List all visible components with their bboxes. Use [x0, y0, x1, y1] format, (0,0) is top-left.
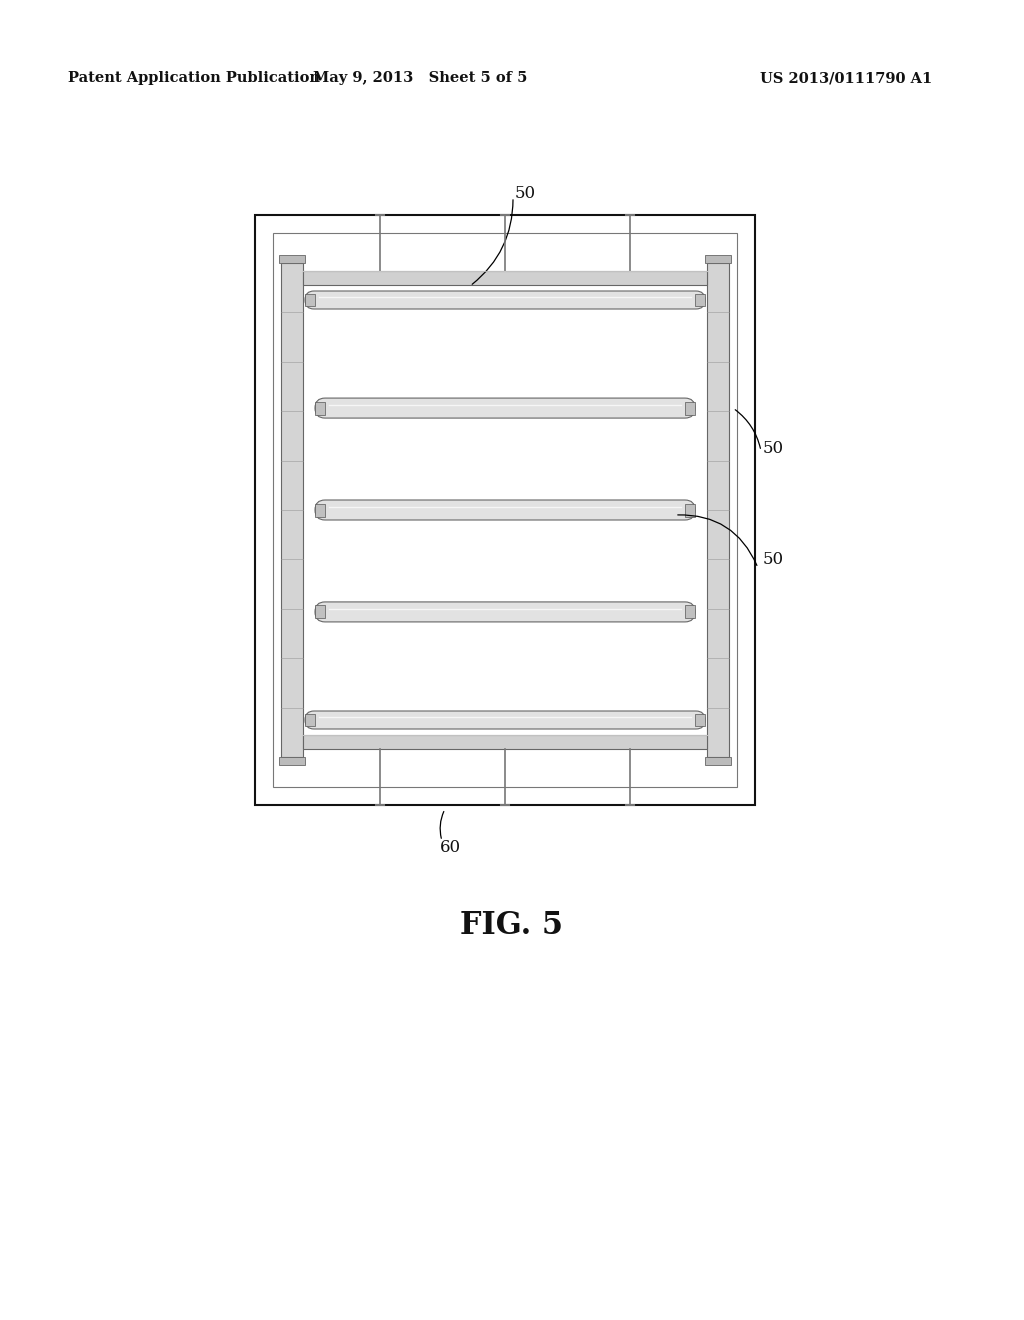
Bar — [315, 606, 325, 618]
Text: 60: 60 — [440, 838, 461, 855]
Text: 50: 50 — [763, 552, 784, 569]
Bar — [695, 294, 705, 306]
FancyBboxPatch shape — [315, 500, 695, 520]
Bar — [685, 503, 695, 516]
Bar — [305, 714, 315, 726]
Bar — [279, 255, 305, 263]
Bar — [315, 401, 325, 414]
Text: FIG. 5: FIG. 5 — [461, 909, 563, 940]
Bar — [685, 401, 695, 414]
Bar — [303, 735, 707, 748]
FancyBboxPatch shape — [315, 602, 695, 622]
Bar — [281, 263, 303, 756]
Bar — [707, 263, 729, 756]
FancyArrowPatch shape — [678, 515, 757, 565]
Text: 50: 50 — [763, 440, 784, 457]
FancyBboxPatch shape — [305, 290, 705, 309]
Text: 50: 50 — [515, 185, 537, 202]
Bar — [273, 234, 737, 787]
FancyArrowPatch shape — [440, 812, 443, 838]
FancyBboxPatch shape — [305, 711, 705, 729]
FancyArrowPatch shape — [735, 409, 761, 449]
Bar — [315, 503, 325, 516]
Bar — [303, 271, 707, 285]
Bar — [255, 215, 755, 805]
Bar — [279, 756, 305, 766]
Text: Patent Application Publication: Patent Application Publication — [68, 71, 319, 84]
Bar — [685, 606, 695, 618]
Text: US 2013/0111790 A1: US 2013/0111790 A1 — [760, 71, 932, 84]
Bar — [705, 756, 731, 766]
Bar — [705, 255, 731, 263]
FancyArrowPatch shape — [472, 199, 513, 284]
Bar — [305, 294, 315, 306]
Bar — [695, 714, 705, 726]
FancyBboxPatch shape — [315, 399, 695, 418]
Text: May 9, 2013   Sheet 5 of 5: May 9, 2013 Sheet 5 of 5 — [312, 71, 527, 84]
